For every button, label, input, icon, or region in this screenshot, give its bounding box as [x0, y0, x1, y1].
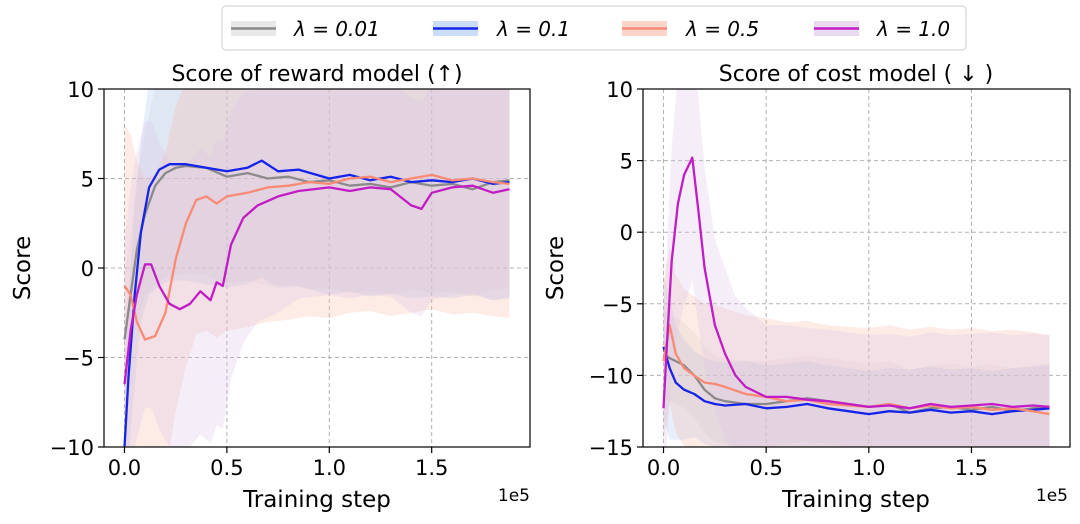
cost-bands [663, 89, 1050, 447]
cost-ytick-label-0: 10 [606, 78, 633, 102]
cost-xlabel: Training step [781, 487, 930, 513]
reward-xtick-label-0: 0.0 [108, 456, 141, 480]
reward-lines [123, 159, 510, 447]
cost-ytick-label-3: −5 [602, 293, 633, 317]
reward-band-0 [124, 89, 510, 403]
legend-label-2: λ = 0.5 [685, 17, 759, 41]
cost-ytick-label-1: 5 [620, 150, 633, 174]
cost-series-line-3 [662, 156, 1050, 410]
cost-band-3 [663, 89, 1050, 447]
cost-ytick-label-4: −10 [589, 364, 633, 388]
cost-plot-frame [642, 88, 1071, 448]
reward-ytick-label-2: 0 [81, 257, 94, 281]
reward-series-line-0 [123, 164, 510, 340]
reward-series-line-3 [123, 184, 510, 385]
reward-ticks: 0.0 0.5 1.0 1.5 10 5 0 −5 −10 [50, 78, 449, 480]
legend: λ = 0.01 λ = 0.1 λ = 0.5 λ = 1.0 [221, 5, 967, 51]
cost-ytick-label-5: −15 [589, 436, 633, 460]
legend-item-1: λ = 0.1 [433, 17, 570, 41]
legend-label-1: λ = 0.1 [496, 17, 570, 41]
legend-frame [221, 5, 967, 51]
reward-title: Score of reward model (↑) [171, 62, 462, 87]
cost-series-line-1 [662, 346, 1050, 416]
legend-label-3: λ = 1.0 [876, 17, 950, 41]
reward-ytick-label-3: −5 [63, 347, 94, 371]
cost-lines [662, 156, 1050, 416]
reward-series-line-1 [123, 159, 510, 447]
cost-ylabel: Score [543, 236, 569, 300]
cost-x-multiplier: 1e5 [1036, 486, 1068, 506]
reward-series-line-2 [123, 173, 510, 341]
cost-title: Score of cost model ( ↓ ) [719, 62, 994, 87]
cost-xtick-label-0: 0.0 [647, 456, 680, 480]
reward-bands [124, 89, 510, 447]
legend-item-3: λ = 1.0 [814, 17, 950, 41]
cost-chart: 0.0 0.5 1.0 1.5 10 5 0 −5 −10 −15 Score of cost m… [543, 62, 1071, 513]
cost-xtick-label-2: 1.0 [852, 456, 885, 480]
reward-ytick-label-0: 10 [67, 78, 94, 102]
reward-x-multiplier: 1e5 [498, 486, 530, 506]
reward-ylabel: Score [10, 236, 36, 300]
reward-ytick-label-1: 5 [81, 168, 94, 192]
reward-chart: 0.0 0.5 1.0 1.5 10 5 0 −5 −10 Score of reward mo… [10, 62, 531, 513]
reward-xtick-label-2: 1.0 [313, 456, 346, 480]
reward-xlabel: Training step [242, 487, 391, 513]
legend-item-2: λ = 0.5 [622, 17, 759, 41]
reward-xtick-label-3: 1.5 [415, 456, 448, 480]
legend-label-0: λ = 0.01 [293, 17, 380, 41]
reward-xtick-label-1: 0.5 [210, 456, 243, 480]
cost-ytick-label-2: 0 [620, 221, 633, 245]
cost-xtick-label-3: 1.5 [955, 456, 988, 480]
cost-series-line-2 [662, 324, 1050, 416]
cost-ticks: 0.0 0.5 1.0 1.5 10 5 0 −5 −10 −15 [589, 78, 988, 480]
cost-xtick-label-1: 0.5 [749, 456, 782, 480]
legend-item-0: λ = 0.01 [231, 17, 380, 41]
reward-ytick-label-4: −10 [50, 436, 94, 460]
